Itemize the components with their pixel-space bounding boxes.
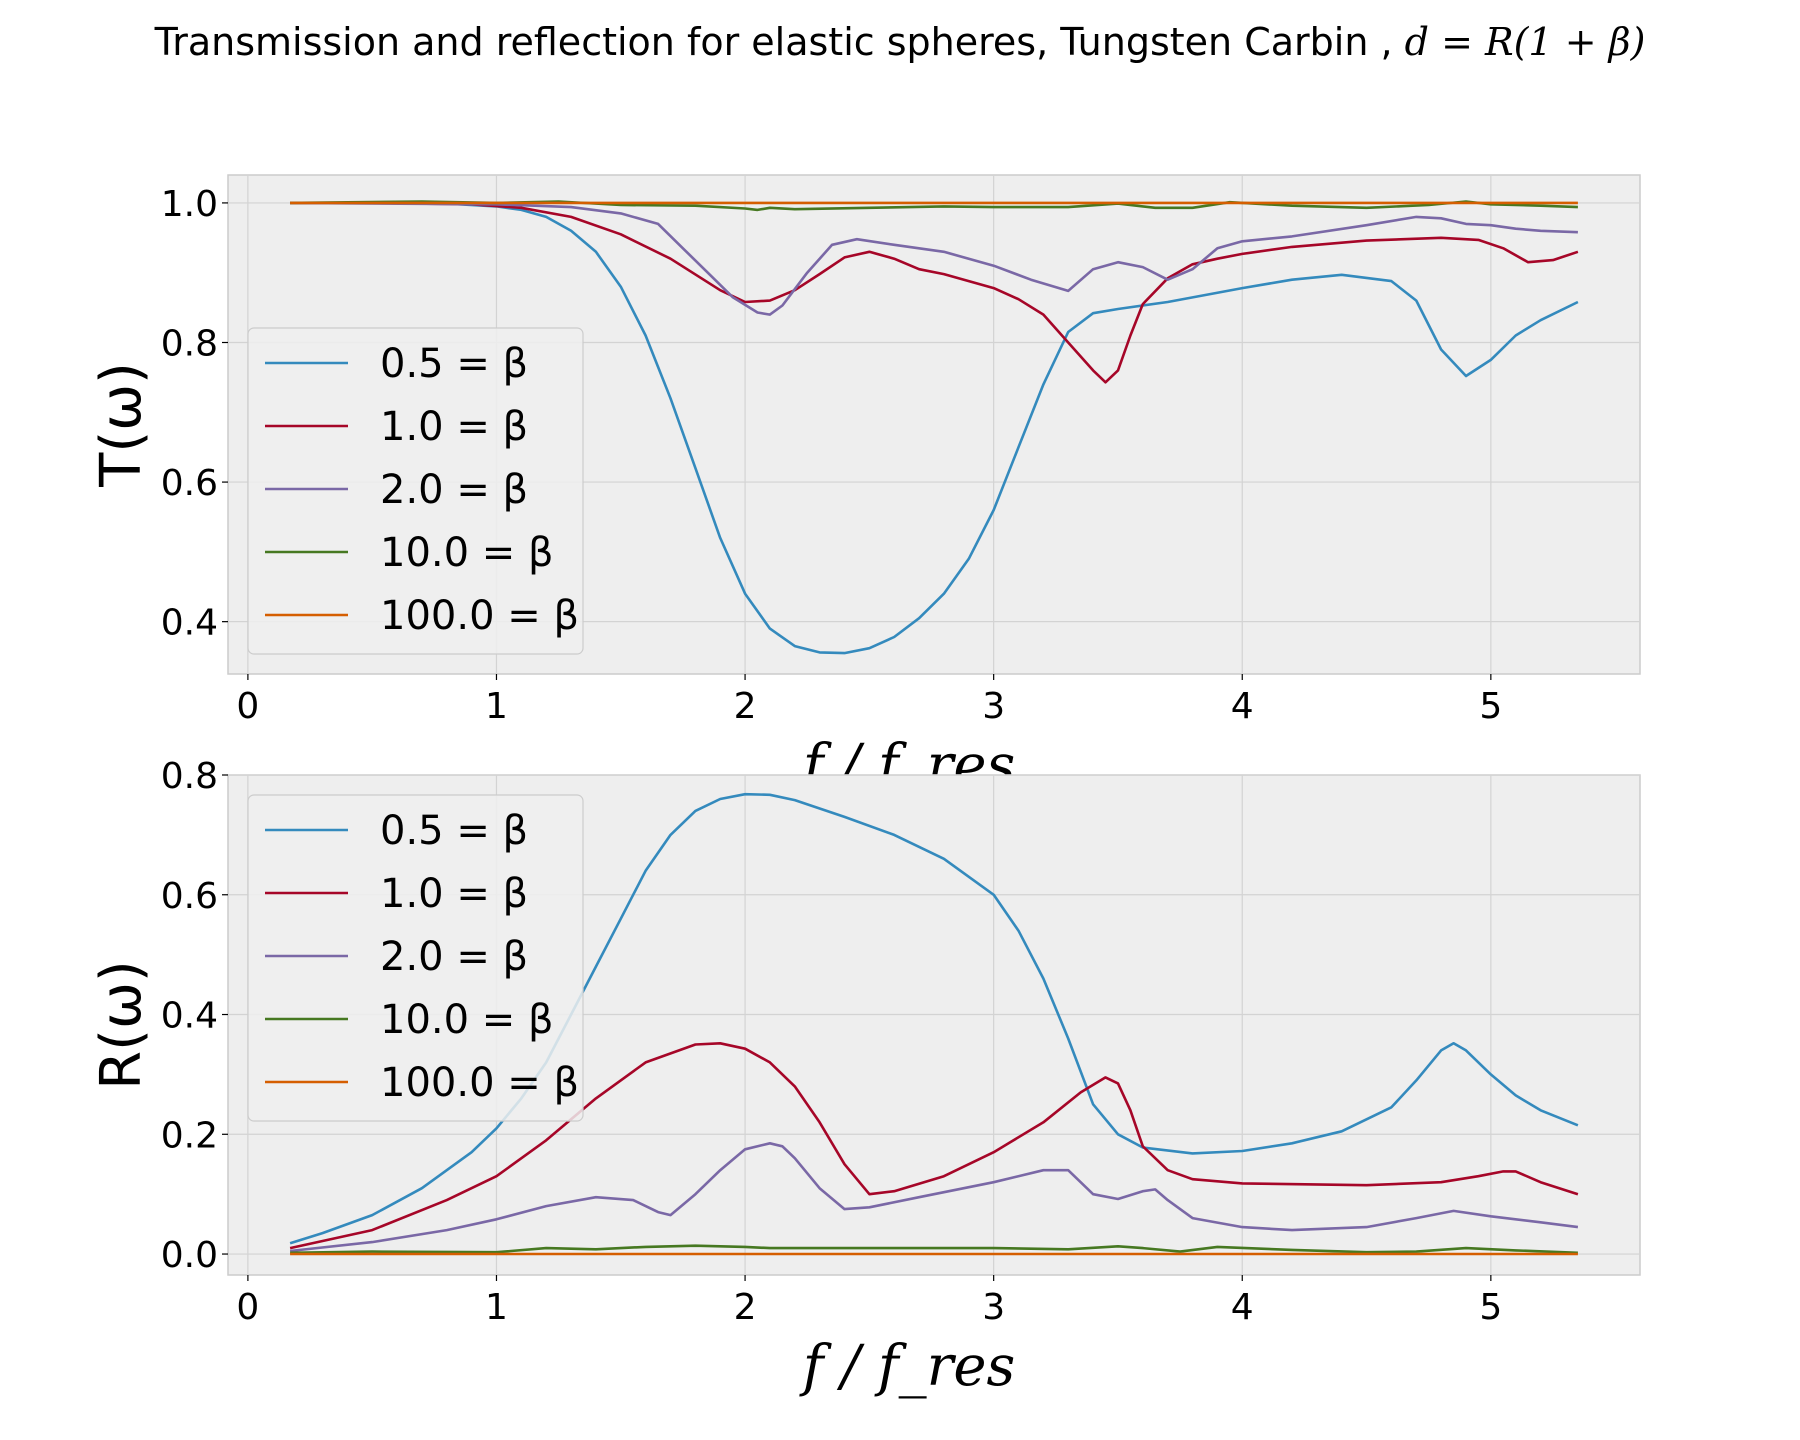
y-axis-label: R(ω) <box>89 960 154 1090</box>
x-tick-label: 2 <box>734 1287 757 1328</box>
x-tick-label: 4 <box>1231 686 1254 727</box>
y-tick-label: 1.0 <box>161 184 218 225</box>
x-tick-label: 2 <box>734 686 757 727</box>
title-text: Transmission and reflection for elastic … <box>154 20 1393 64</box>
figure-title: Transmission and reflection for elastic … <box>0 20 1800 64</box>
y-tick-label: 0.6 <box>161 463 218 504</box>
legend-label-beta-1.0: 1.0 = β <box>380 404 528 450</box>
y-tick-label: 0.8 <box>161 756 218 797</box>
x-tick-label: 3 <box>982 686 1005 727</box>
series-line-beta-2.0 <box>289 1142 1579 1253</box>
y-tick-label: 0.6 <box>161 876 218 917</box>
series-line-beta-1.0 <box>290 201 1579 384</box>
series-line-beta-10.0 <box>290 200 1578 212</box>
legend-label-beta-10.0: 10.0 = β <box>380 530 554 576</box>
x-tick-label: 3 <box>982 1287 1005 1328</box>
legend-label-beta-100.0: 100.0 = β <box>380 593 579 639</box>
y-tick-label: 0.2 <box>161 1115 218 1156</box>
series-line-beta-0.5 <box>290 201 1579 655</box>
chart-reflection: 0 1 2 3 4 5 0.0 0.2 0.4 0.6 0.8 R(ω) f / f_res 0.5 = … <box>89 756 1641 1399</box>
legend-label-beta-0.5: 0.5 = β <box>380 341 528 387</box>
legend-label-beta-2.0: 2.0 = β <box>380 934 528 980</box>
y-axis-label: T(ω) <box>89 362 154 488</box>
legend-box <box>247 327 584 655</box>
x-axis-label: f / f_res <box>799 1334 1016 1399</box>
x-tick-label: 1 <box>485 1287 508 1328</box>
legend-label-beta-10.0: 10.0 = β <box>380 997 554 1043</box>
x-tick-label: 5 <box>1479 1287 1502 1328</box>
legend: 0.5 = β 1.0 = β 2.0 = β 10.0 = β 100.0 = β <box>247 327 584 655</box>
series-line-beta-2.0 <box>290 201 1578 316</box>
legend-label-beta-0.5: 0.5 = β <box>380 808 528 854</box>
y-tick-label: 0.8 <box>161 323 218 364</box>
y-tick-label: 0.4 <box>161 603 218 644</box>
legend-box <box>247 794 584 1122</box>
x-tick-label: 0 <box>236 686 259 727</box>
title-formula: d = R(1 + β) <box>1404 20 1646 64</box>
x-tick-label: 5 <box>1479 686 1502 727</box>
legend: 0.5 = β 1.0 = β 2.0 = β 10.0 = β 100.0 = β <box>247 794 584 1122</box>
legend-label-beta-2.0: 2.0 = β <box>380 467 528 513</box>
y-tick-label: 0.4 <box>161 996 218 1037</box>
x-tick-label: 1 <box>485 686 508 727</box>
x-tick-label: 4 <box>1231 1287 1254 1328</box>
legend-label-beta-100.0: 100.0 = β <box>380 1060 579 1106</box>
series-line-beta-10.0 <box>290 1244 1578 1255</box>
series-line-beta-1.0 <box>289 1042 1579 1250</box>
x-tick-label: 0 <box>236 1287 259 1328</box>
y-tick-label: 0.0 <box>161 1235 218 1276</box>
legend-label-beta-1.0: 1.0 = β <box>380 871 528 917</box>
